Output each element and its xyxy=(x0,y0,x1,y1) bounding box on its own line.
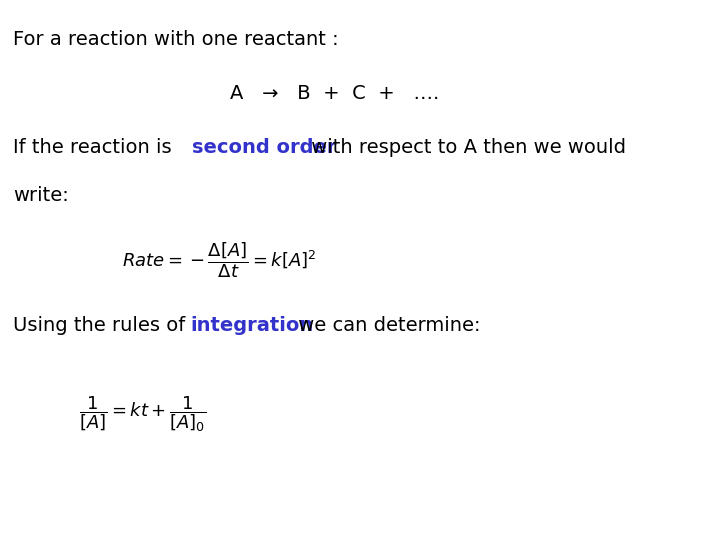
Text: $\mathit{Rate} = -\dfrac{\Delta[A]}{\Delta t} = k[A]^2$: $\mathit{Rate} = -\dfrac{\Delta[A]}{\Del… xyxy=(122,240,317,280)
Text: Using the rules of: Using the rules of xyxy=(13,316,192,335)
Text: $\dfrac{1}{[A]} = kt + \dfrac{1}{[A]_0}$: $\dfrac{1}{[A]} = kt + \dfrac{1}{[A]_0}$ xyxy=(79,394,207,434)
Text: write:: write: xyxy=(13,186,68,205)
Text: integration: integration xyxy=(191,316,314,335)
Text: For a reaction with one reactant :: For a reaction with one reactant : xyxy=(13,30,338,49)
Text: A   →   B  +  C  +   ….: A → B + C + …. xyxy=(230,84,440,103)
Text: we can determine:: we can determine: xyxy=(292,316,480,335)
Text: second order: second order xyxy=(192,138,336,157)
Text: If the reaction is: If the reaction is xyxy=(13,138,178,157)
Text: with respect to A then we would: with respect to A then we would xyxy=(305,138,626,157)
